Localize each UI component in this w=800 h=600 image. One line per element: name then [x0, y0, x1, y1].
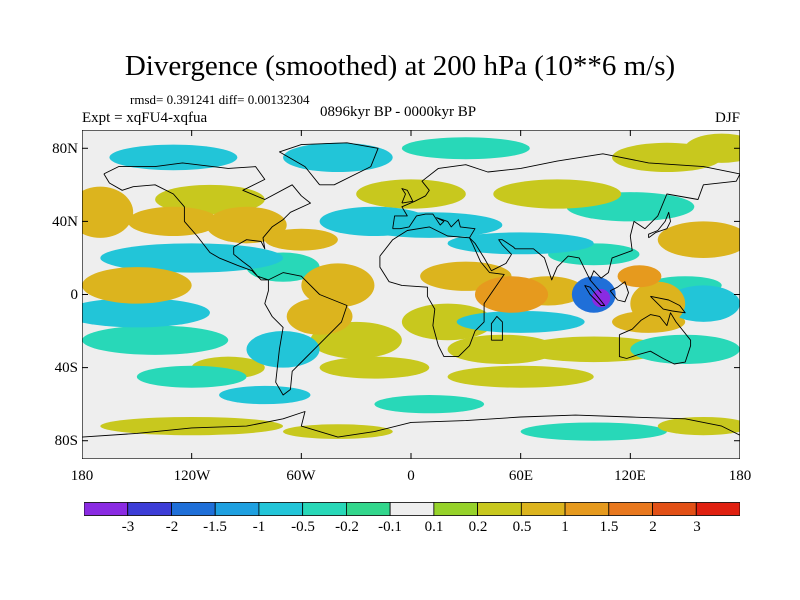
lat-label-40s: 40S [54, 360, 78, 376]
plot-title: Divergence (smoothed) at 200 hPa (10**6 … [124, 50, 676, 82]
divergence-field [82, 133, 740, 441]
lon-label-0: 0 [407, 468, 415, 484]
divergence-region [100, 416, 284, 436]
map-panel [82, 130, 740, 459]
colorbar-swatch [520, 502, 566, 516]
colorbar-label: 1 [561, 519, 569, 535]
colorbar-label: 3 [693, 519, 701, 535]
colorbar-swatch [302, 502, 347, 516]
colorbar-swatch [171, 502, 216, 516]
colorbar-label: 0.2 [468, 519, 488, 535]
colorbar-label: 0.5 [512, 519, 532, 535]
divergence-region [474, 276, 549, 313]
coastline-borneo [609, 281, 629, 303]
divergence-region [657, 416, 740, 436]
colorbar-swatch [608, 502, 653, 516]
divergence-region [356, 179, 466, 209]
divergence-region [401, 137, 530, 160]
colorbar-label: -1.5 [203, 519, 227, 535]
divergence-region [456, 310, 585, 333]
divergence-region [82, 325, 229, 355]
coastline-japan [648, 211, 671, 239]
divergence-region [286, 298, 353, 335]
lon-label-180w: 180 [70, 468, 94, 484]
colorbar-swatch [477, 502, 522, 516]
colorbar-label: 2 [649, 519, 657, 535]
colorbar-label: -3 [121, 519, 135, 535]
divergence-region [127, 206, 220, 237]
colorbar-swatch [345, 502, 391, 516]
lon-label-60e: 60E [508, 468, 534, 484]
divergence-region [591, 289, 611, 308]
lon-label-180e: 180 [728, 468, 752, 484]
divergence-region [447, 232, 594, 255]
coastline-antarctica [82, 411, 740, 438]
colorbar-swatch [652, 502, 697, 516]
colorbar-swatch [564, 502, 610, 516]
lat-label-80s: 80S [54, 433, 78, 449]
experiment-label: Expt = xqFU4-xqfua [82, 110, 208, 126]
axis-ticks [82, 130, 740, 459]
colorbar-label: -0.2 [335, 519, 359, 535]
lat-label-80n: 80N [52, 141, 78, 157]
coastline-greenland [278, 142, 379, 186]
lat-label-40n: 40N [52, 214, 78, 230]
coastlines [82, 142, 740, 438]
divergence-region [109, 144, 238, 171]
divergence-region [82, 186, 134, 238]
divergence-region [520, 336, 667, 363]
coastline-eurasia [392, 153, 740, 294]
divergence-region [82, 298, 210, 328]
colorbar-label: -2 [165, 519, 179, 535]
divergence-region [401, 303, 494, 341]
lon-label-60w: 60W [286, 468, 316, 484]
colorbar-label: -0.5 [291, 519, 315, 535]
colorbar-label: 1.5 [599, 519, 619, 535]
colorbar-label: 0.1 [424, 519, 444, 535]
season-label: DJF [714, 110, 740, 126]
divergence-region [447, 365, 594, 388]
colorbar [84, 502, 740, 516]
colorbar-swatch [84, 502, 129, 516]
lon-label-120w: 120W [173, 468, 211, 484]
colorbar-label: -1 [252, 519, 266, 535]
colorbar-swatch [433, 502, 479, 516]
divergence-region [82, 267, 192, 304]
divergence-region [319, 356, 430, 379]
colorbar-swatch [695, 502, 740, 516]
coastline-madagascar [490, 315, 503, 341]
lat-label-eq: 0 [70, 287, 79, 303]
divergence-region [447, 334, 558, 364]
period-label: 0896kyr BP - 0000kyr BP [320, 104, 477, 120]
colorbar-swatch [214, 502, 260, 516]
divergence-region [283, 142, 393, 173]
coastline-africa [379, 226, 505, 358]
coastline-australia [618, 312, 692, 365]
divergence-region [283, 424, 393, 439]
coastline-uk [401, 188, 414, 204]
divergence-region [264, 228, 338, 251]
divergence-region [657, 221, 740, 258]
stats-text: rmsd= 0.391241 diff= 0.00132304 [130, 92, 310, 107]
colorbar-label: -0.1 [378, 519, 402, 535]
divergence-region [301, 263, 375, 308]
divergence-region [493, 179, 622, 209]
divergence-region [246, 331, 320, 368]
coastline-south-america [264, 272, 348, 396]
divergence-region [219, 385, 311, 405]
divergence-region [630, 334, 740, 364]
colorbar-swatch [127, 502, 172, 516]
lon-label-120e: 120E [614, 468, 646, 484]
divergence-region [155, 184, 265, 215]
divergence-region [374, 395, 485, 414]
divergence-region [617, 265, 662, 288]
divergence-region [520, 422, 667, 441]
divergence-region [136, 365, 247, 388]
coastline-north-america [103, 162, 311, 281]
coastline-sumatra [584, 284, 606, 306]
divergence-region [685, 133, 740, 163]
coastline-new-guinea [650, 295, 686, 314]
colorbar-swatch [389, 502, 435, 516]
colorbar-swatch [258, 502, 304, 516]
